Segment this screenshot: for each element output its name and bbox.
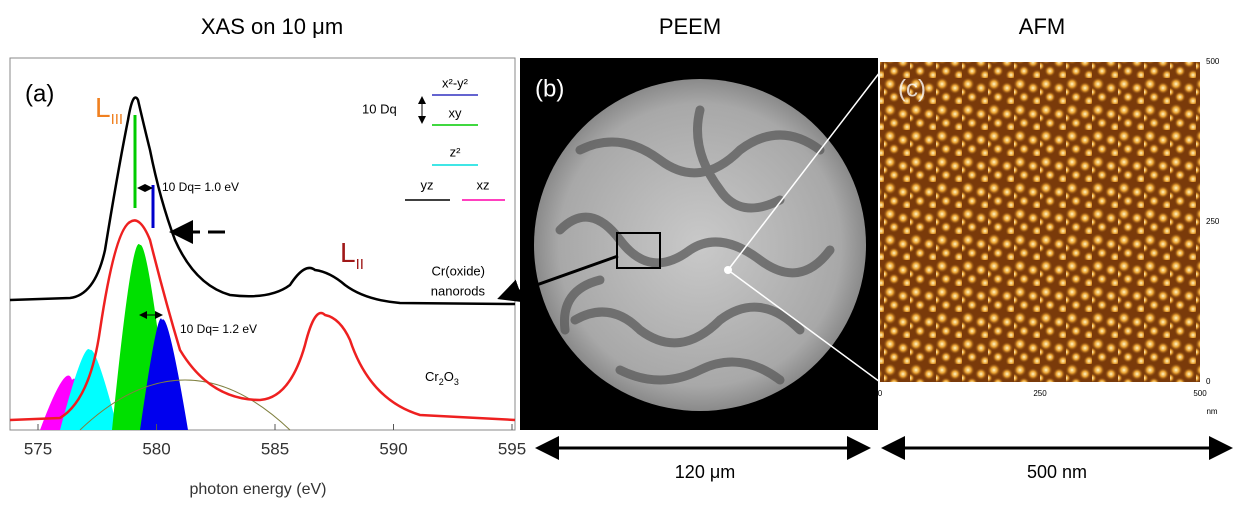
peem-box xyxy=(616,232,661,269)
panel-label: (a) xyxy=(25,80,54,107)
cr2o3-label: Cr2O3 xyxy=(425,369,459,387)
zoom-line xyxy=(727,269,881,383)
level-diagram xyxy=(405,94,505,201)
l2-sub: II xyxy=(356,256,364,273)
cr2o3-spectrum xyxy=(9,219,516,422)
afm-tick: 250 xyxy=(1033,389,1047,398)
cr2o3-part: O xyxy=(444,369,454,384)
afm-unit: nm xyxy=(1206,407,1217,416)
l3-label: LIII xyxy=(95,92,123,128)
panel-label: (c) xyxy=(898,75,926,102)
level-label: x²-y² xyxy=(442,75,469,90)
l3-sub: III xyxy=(111,111,124,128)
level-label: 10 Dq xyxy=(362,101,397,116)
afm-tick: 0 xyxy=(1206,377,1211,386)
level-label: xy xyxy=(449,105,463,120)
l2-label: LII xyxy=(340,237,364,273)
afm-tick: 250 xyxy=(1206,217,1220,226)
x-tick-label: 585 xyxy=(261,439,289,458)
x-tick-label: 590 xyxy=(379,439,407,458)
peem-domains xyxy=(555,105,835,385)
link-arrow xyxy=(497,254,619,303)
x-axis-label: photon energy (eV) xyxy=(190,481,327,498)
x-axis: 575 580 585 590 595 xyxy=(24,424,526,458)
x-tick-label: 580 xyxy=(142,439,170,458)
l2-letter: L xyxy=(340,237,356,268)
scale-label: 500 nm xyxy=(1027,462,1087,482)
cr2o3-part: Cr xyxy=(425,369,439,384)
dq-label: 10 Dq= 1.2 eV xyxy=(180,322,257,336)
nanorods-label: Cr(oxide) xyxy=(432,263,485,278)
l3-letter: L xyxy=(95,92,111,123)
afm-image xyxy=(880,62,1200,382)
level-label: z² xyxy=(450,144,462,159)
panel-label: (b) xyxy=(535,75,564,102)
x-tick-label: 595 xyxy=(498,439,526,458)
xas-title: XAS on 10 μm xyxy=(201,14,343,39)
level-label: xz xyxy=(477,177,490,192)
afm-tick: 500 xyxy=(1193,389,1207,398)
afm-title: AFM xyxy=(1019,14,1065,39)
nanorods-label: nanorods xyxy=(431,283,486,298)
xas-peaks xyxy=(40,243,291,431)
afm-tick: 0 xyxy=(878,389,883,398)
cr2o3-part: 3 xyxy=(454,377,459,387)
dq-label: 10 Dq= 1.0 eV xyxy=(162,180,239,194)
level-label: yz xyxy=(421,177,434,192)
scale-label: 120 μm xyxy=(675,462,735,482)
zoom-line xyxy=(727,71,881,271)
x-tick-label: 575 xyxy=(24,439,52,458)
peem-title: PEEM xyxy=(659,14,721,39)
afm-tick: 500 xyxy=(1206,57,1220,66)
cr2o3-part: 2 xyxy=(439,377,444,387)
